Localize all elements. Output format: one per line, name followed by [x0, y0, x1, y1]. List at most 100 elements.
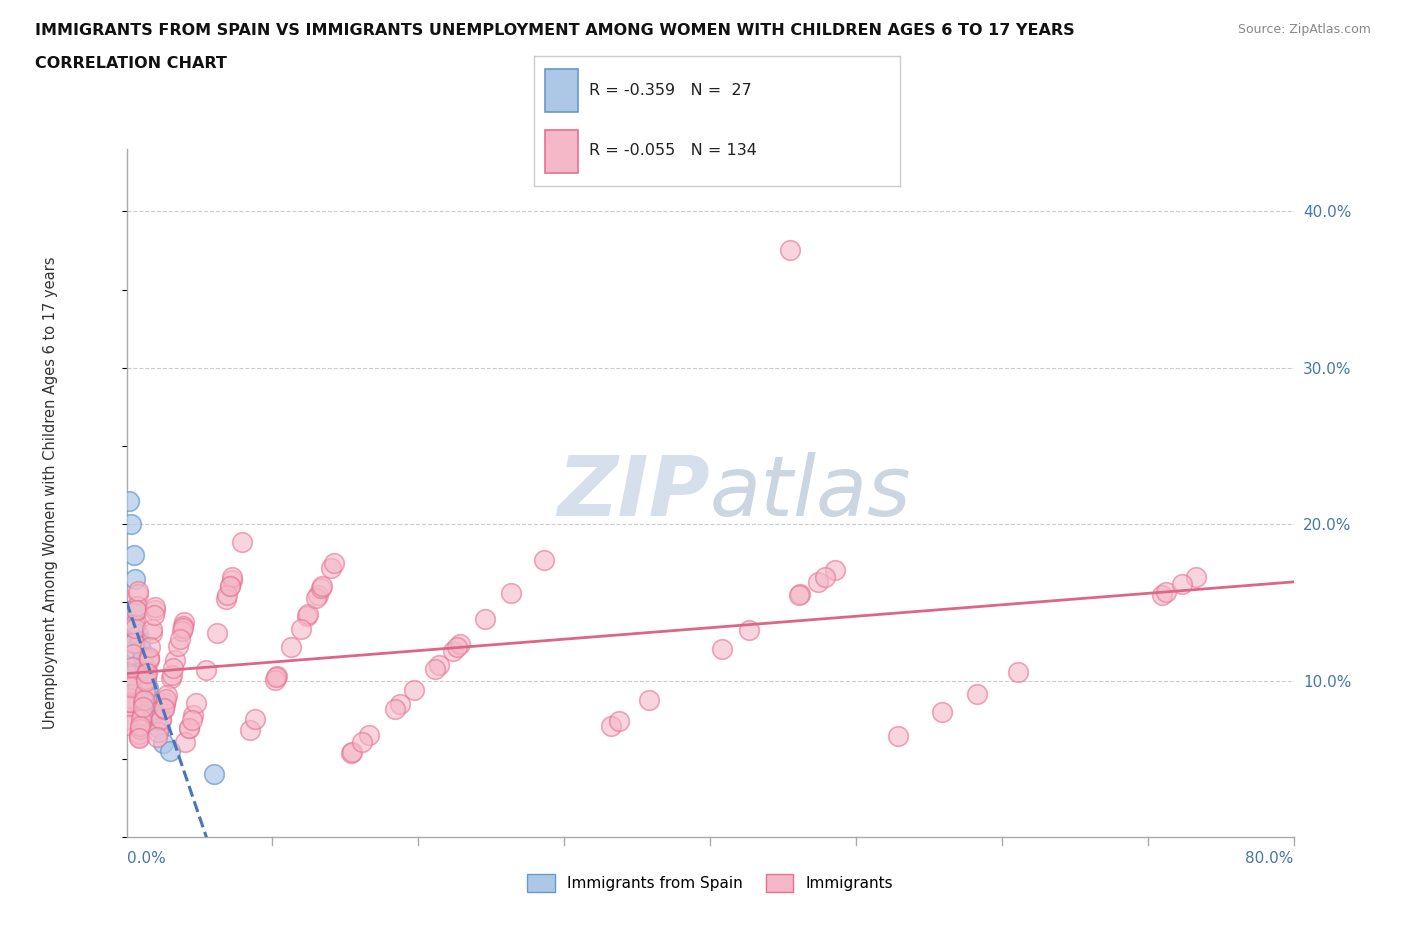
Point [159, 744, 181, 759]
Point [125, 603, 148, 618]
Point [600, 719, 623, 734]
Point [136, 663, 159, 678]
Point [135, 666, 157, 681]
Point [135, 673, 157, 688]
Point [807, 574, 830, 589]
Point [533, 552, 555, 567]
Point [710, 642, 733, 657]
Point [194, 663, 217, 678]
Point [129, 711, 152, 726]
Point [340, 746, 363, 761]
Point [311, 579, 333, 594]
Point [607, 713, 630, 728]
Point [129, 642, 152, 657]
Text: Unemployment Among Women with Children Ages 6 to 17 years: Unemployment Among Women with Children A… [44, 257, 58, 729]
Point [124, 642, 146, 657]
Point [499, 586, 522, 601]
Point [156, 687, 179, 702]
Point [150, 712, 173, 727]
Point [202, 767, 225, 782]
Point [219, 578, 242, 593]
Point [139, 697, 162, 711]
Point [118, 698, 141, 713]
Point [136, 681, 159, 696]
Point [219, 578, 242, 593]
Point [170, 624, 193, 639]
Legend: Immigrants from Spain, Immigrants: Immigrants from Spain, Immigrants [522, 869, 898, 898]
Point [179, 721, 201, 736]
Point [290, 621, 312, 636]
Point [132, 695, 155, 710]
Point [1184, 569, 1206, 584]
Point [132, 658, 155, 672]
Point [138, 650, 160, 665]
Point [1154, 585, 1177, 600]
Point [1152, 587, 1174, 602]
Point [295, 609, 318, 624]
Text: ZIP: ZIP [557, 452, 710, 534]
Point [215, 592, 238, 607]
Point [145, 712, 167, 727]
Point [446, 640, 468, 655]
Point [179, 721, 201, 736]
Point [138, 652, 160, 667]
Point [122, 548, 145, 563]
Point [173, 615, 195, 630]
Point [441, 644, 464, 658]
Point [404, 683, 426, 698]
Point [309, 581, 332, 596]
Point [142, 704, 165, 719]
Point [245, 711, 267, 726]
Point [221, 573, 243, 588]
Point [205, 625, 228, 640]
Point [129, 719, 152, 734]
Point [321, 560, 343, 575]
Point [160, 668, 183, 683]
Point [138, 649, 160, 664]
Point [143, 607, 166, 622]
Point [146, 730, 169, 745]
Point [125, 598, 148, 613]
Text: CORRELATION CHART: CORRELATION CHART [35, 56, 226, 71]
Point [120, 517, 142, 532]
Point [152, 736, 174, 751]
Point [266, 669, 288, 684]
Text: IMMIGRANTS FROM SPAIN VS IMMIGRANTS UNEMPLOYMENT AMONG WOMEN WITH CHILDREN AGES : IMMIGRANTS FROM SPAIN VS IMMIGRANTS UNEM… [35, 23, 1074, 38]
Point [231, 535, 253, 550]
Point [1171, 577, 1194, 591]
Point [266, 670, 288, 684]
Point [122, 636, 145, 651]
Point [239, 723, 262, 737]
Point [180, 712, 202, 727]
Point [217, 588, 239, 603]
Point [148, 720, 170, 735]
Point [120, 677, 142, 692]
Point [738, 622, 761, 637]
Point [342, 745, 364, 760]
Text: R = -0.055   N = 134: R = -0.055 N = 134 [589, 143, 756, 158]
Point [172, 620, 194, 635]
Point [120, 679, 142, 694]
Point [121, 668, 143, 683]
Point [122, 634, 145, 649]
Point [121, 659, 143, 674]
Point [931, 705, 953, 720]
Point [264, 672, 287, 687]
Point [129, 716, 152, 731]
Point [148, 724, 170, 739]
Bar [546, 69, 578, 112]
Point [127, 586, 149, 601]
Point [886, 729, 908, 744]
Point [128, 634, 150, 649]
Point [122, 635, 145, 650]
Point [128, 726, 150, 741]
Point [384, 701, 406, 716]
Point [124, 571, 146, 587]
Point [125, 658, 148, 672]
Point [141, 622, 163, 637]
Point [160, 671, 183, 685]
Text: Source: ZipAtlas.com: Source: ZipAtlas.com [1237, 23, 1371, 36]
Point [474, 612, 496, 627]
Point [129, 722, 152, 737]
Point [357, 728, 380, 743]
